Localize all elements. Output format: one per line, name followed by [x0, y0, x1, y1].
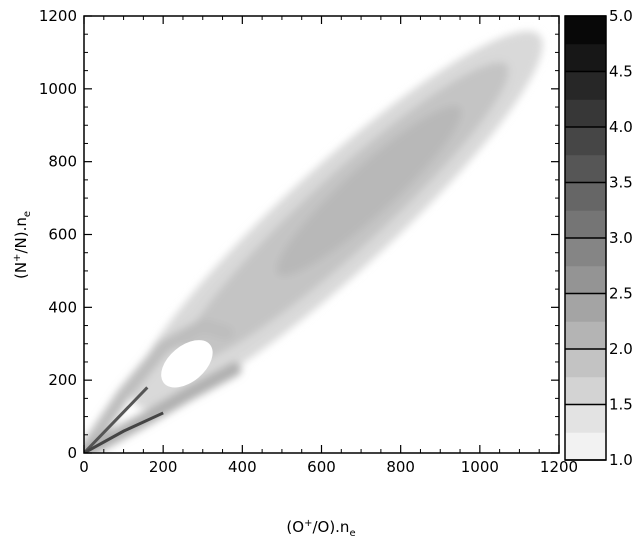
- x-axis-label: (O+/O).ne: [286, 518, 355, 539]
- x-axis: 0 200 400 600 800 1000 1200: [79, 16, 578, 476]
- colorbar-tick-label: 2.5: [609, 285, 633, 303]
- colorbar-band: [565, 210, 606, 239]
- colorbar-band: [565, 43, 606, 72]
- y-axis-label: (N+/N).ne: [12, 211, 33, 279]
- y-tick-label: 600: [48, 226, 77, 244]
- colorbar-tick-label: 1.5: [609, 396, 633, 414]
- y-tick-label: 800: [48, 153, 77, 171]
- y-tick-label: 200: [48, 371, 77, 389]
- upper-arm: [84, 317, 234, 453]
- colorbar-band: [565, 349, 606, 378]
- colorbar-band: [565, 154, 606, 183]
- colorbar-band: [565, 182, 606, 211]
- x-tick-label: 1000: [461, 458, 499, 476]
- colorbar-tick-label: 3.5: [609, 174, 633, 192]
- colorbar-tick-label: 4.0: [609, 118, 633, 136]
- y-tick-label: 0: [67, 444, 77, 462]
- colorbar-band: [565, 432, 606, 461]
- colorbar-tick-label: 2.0: [609, 340, 633, 358]
- colorbar-band: [565, 127, 606, 156]
- colorbar-band: [565, 99, 606, 128]
- colorbar-tick-label: 5.0: [609, 7, 633, 25]
- colorbar-tick-label: 3.0: [609, 229, 633, 247]
- colorbar-band: [565, 16, 606, 45]
- colorbar-band: [565, 71, 606, 100]
- upper-arm-edge: [84, 386, 149, 453]
- x-tick-label: 800: [386, 458, 415, 476]
- x-tick-label: 600: [307, 458, 336, 476]
- x-tick-label: 400: [228, 458, 257, 476]
- y-axis: 0 200 400 600 800 1000 1200: [39, 7, 559, 462]
- density-shading: [84, 31, 543, 453]
- colorbar-band: [565, 238, 606, 267]
- colorbar-tick-label: 1.0: [609, 451, 633, 469]
- gap-region: [161, 340, 213, 388]
- main-lobe-core: [276, 105, 462, 276]
- density-region: [84, 31, 543, 453]
- x-tick-label: 200: [149, 458, 178, 476]
- y-tick-label: 400: [48, 298, 77, 316]
- lower-arm-edge: [84, 411, 164, 453]
- y-tick-label: 1000: [39, 80, 77, 98]
- x-tick-label: 0: [79, 458, 89, 476]
- y-tick-label: 1200: [39, 7, 77, 25]
- colorbar-band: [565, 293, 606, 322]
- colorbar-band: [565, 265, 606, 294]
- colorbar-band: [565, 404, 606, 433]
- colorbar-band: [565, 321, 606, 350]
- x-tick-label: 1200: [540, 458, 578, 476]
- colorbar-band: [565, 376, 606, 405]
- colorbar-tick-label: 4.5: [609, 63, 633, 81]
- colorbar: 1.0 1.5 2.0 2.5 3.0 3.5 4.0 4.5 5.0: [564, 7, 633, 469]
